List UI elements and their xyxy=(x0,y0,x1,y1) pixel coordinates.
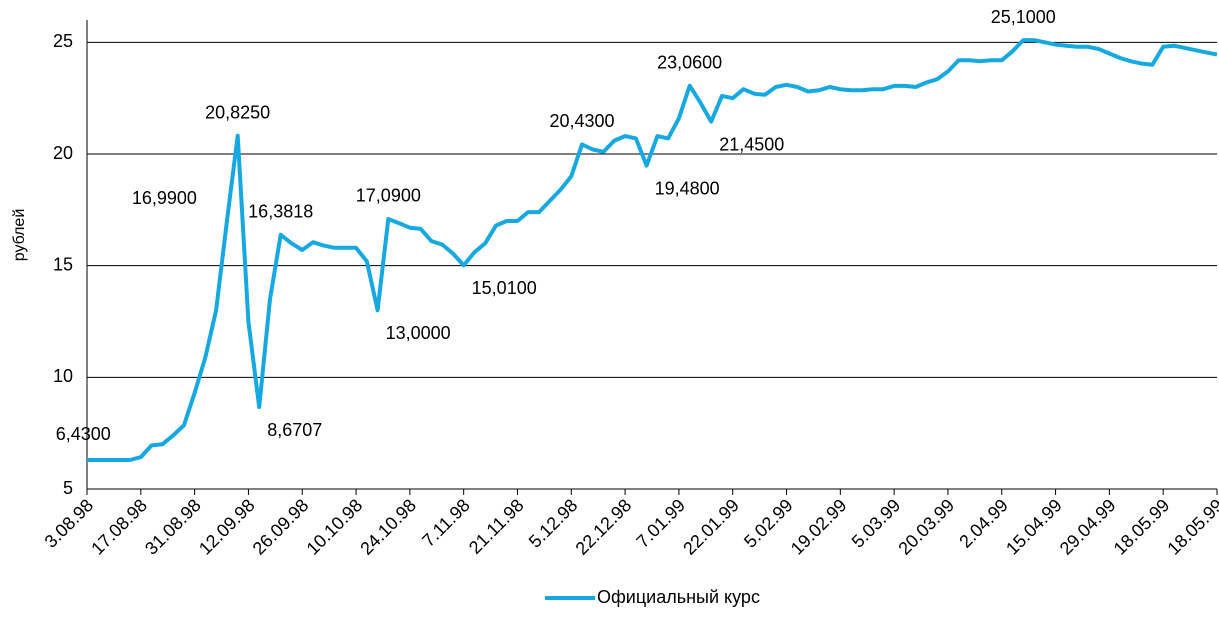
y-axis-label: рублей xyxy=(11,209,28,262)
data-label: 21,4500 xyxy=(719,134,784,154)
y-tick-label: 10 xyxy=(53,366,73,386)
data-label: 25,1000 xyxy=(991,7,1056,27)
x-tick-label: 10.10.98 xyxy=(303,495,367,559)
x-tick-label: 22.01.99 xyxy=(679,495,743,559)
x-tick-label: 29.04.99 xyxy=(1056,495,1120,559)
x-tick-label: 12.09.98 xyxy=(195,495,259,559)
x-tick-label: 20.03.99 xyxy=(894,495,958,559)
legend-label: Официальный курс xyxy=(597,587,760,607)
data-label: 19,4800 xyxy=(655,178,720,198)
data-label: 13,0000 xyxy=(386,323,451,343)
data-label: 8,6707 xyxy=(267,420,322,440)
y-tick-label: 20 xyxy=(53,143,73,163)
y-tick-label: 25 xyxy=(53,31,73,51)
x-tick-label: 19.02.99 xyxy=(787,495,851,559)
x-tick-label: 31.08.98 xyxy=(141,495,205,559)
x-tick-label: 26.09.98 xyxy=(249,495,313,559)
y-tick-label: 15 xyxy=(53,254,73,274)
data-label: 20,8250 xyxy=(205,102,270,122)
x-tick-label: 18.05.99 xyxy=(1110,495,1174,559)
data-label: 23,0600 xyxy=(657,52,722,72)
x-tick-label: 15.04.99 xyxy=(1002,495,1066,559)
data-label: 6,4300 xyxy=(56,424,111,444)
data-label: 20,4300 xyxy=(550,111,615,131)
y-tick-label: 5 xyxy=(63,478,73,498)
data-label: 15,0100 xyxy=(472,278,537,298)
x-tick-label: 24.10.98 xyxy=(356,495,420,559)
x-tick-label: 18.05.99 xyxy=(1163,495,1219,559)
data-label: 17,0900 xyxy=(356,186,421,206)
data-label: 16,9900 xyxy=(132,188,197,208)
x-tick-label: 17.08.98 xyxy=(87,495,151,559)
line xyxy=(87,38,1218,462)
x-tick-label: 22.12.98 xyxy=(572,495,636,559)
x-tick-label: 21.11.98 xyxy=(465,495,528,558)
data-label: 16,3818 xyxy=(248,202,313,222)
